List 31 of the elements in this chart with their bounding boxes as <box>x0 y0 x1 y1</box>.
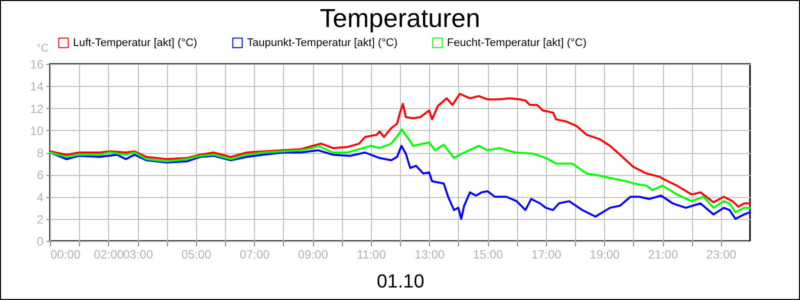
x-axis-title: 01.10 <box>376 272 424 292</box>
y-tick-label: 4 <box>36 190 44 204</box>
x-tick-label: 00:00 <box>50 248 81 262</box>
y-axis-title: °C <box>36 42 49 54</box>
x-tick-label: 07:00 <box>240 248 270 262</box>
x-tick-label: 17:00 <box>531 248 562 262</box>
x-tick-label: 23:00 <box>706 248 737 262</box>
legend-label: Feucht-Temperatur [akt] (°C) <box>447 36 586 49</box>
y-tick-label: 14 <box>30 80 44 94</box>
line-series <box>49 92 751 208</box>
x-tick-label: 19:00 <box>590 248 620 262</box>
x-tick-label: 21:00 <box>648 248 678 262</box>
x-tick-label: 15:00 <box>472 248 504 262</box>
x-tick-label: 13:00 <box>414 248 446 262</box>
y-tick-label: 8 <box>36 146 44 160</box>
x-tick-label: 09:00 <box>298 248 328 262</box>
line-series <box>49 128 751 214</box>
y-tick-label: 2 <box>36 212 44 226</box>
x-tick-label: 03:00 <box>122 248 154 262</box>
y-tick-label: 16 <box>30 58 44 72</box>
legend-label: Luft-Temperatur [akt] (°C) <box>73 36 198 49</box>
line-series <box>49 144 751 220</box>
y-tick-label: 10 <box>30 124 44 138</box>
y-tick-label: 0 <box>36 234 44 248</box>
chart-title: Temperaturen <box>320 3 480 33</box>
x-tick-label: 05:00 <box>181 248 212 262</box>
y-tick-label: 6 <box>36 168 44 182</box>
legend-label: Taupunkt-Temperatur [akt] (°C) <box>247 36 398 49</box>
x-tick-label: 11:00 <box>356 248 386 262</box>
x-tick-label: 02:00 <box>94 248 124 262</box>
y-tick-label: 12 <box>30 102 44 116</box>
